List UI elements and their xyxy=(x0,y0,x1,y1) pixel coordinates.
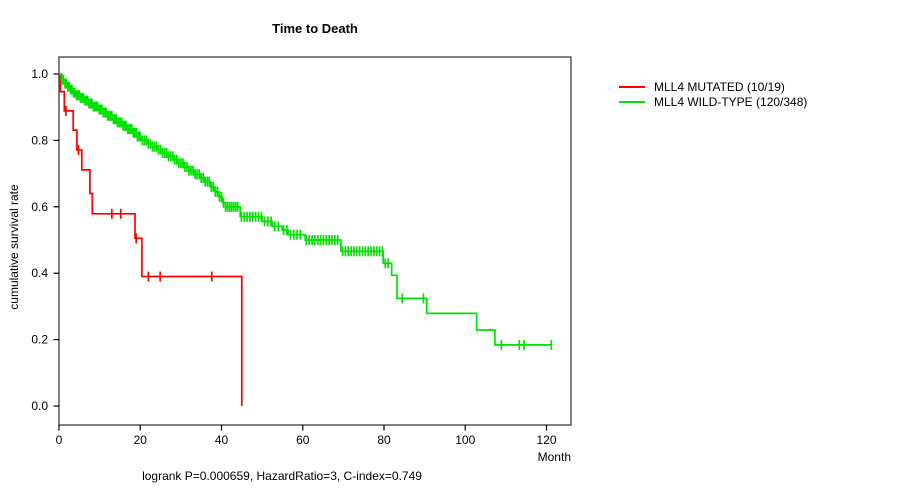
y-axis-tick-label: 0.2 xyxy=(31,333,48,347)
y-axis-tick-label: 1.0 xyxy=(31,67,48,81)
y-axis-tick-label: 0.4 xyxy=(31,266,48,280)
km-curve-mutated xyxy=(59,73,243,406)
legend-item-wildtype: MLL4 WILD-TYPE (120/348) xyxy=(619,94,807,109)
y-axis-tick-label: 0.0 xyxy=(31,399,48,413)
x-axis-tick-label: 0 xyxy=(56,433,63,447)
legend-line-swatch-green xyxy=(619,100,645,103)
y-axis-tick-label: 0.6 xyxy=(31,200,48,214)
x-axis-tick-label: 60 xyxy=(296,433,310,447)
x-axis-tick-label: 80 xyxy=(377,433,391,447)
y-axis-label: cumulative survival rate xyxy=(7,184,21,310)
x-axis-tick-label: 20 xyxy=(134,433,148,447)
legend: MLL4 MUTATED (10/19) MLL4 WILD-TYPE (120… xyxy=(619,79,807,109)
legend-line-swatch-red xyxy=(619,85,645,88)
x-axis-tick-label: 100 xyxy=(455,433,475,447)
legend-label-wildtype: MLL4 WILD-TYPE (120/348) xyxy=(654,94,808,109)
x-axis-tick-label: 120 xyxy=(536,433,556,447)
statistics-annotation: logrank P=0.000659, HazardRatio=3, C-ind… xyxy=(142,469,422,483)
y-axis-tick-label: 0.8 xyxy=(31,133,48,147)
km-curve-wildtype xyxy=(59,73,552,346)
legend-label-mutated: MLL4 MUTATED (10/19) xyxy=(654,79,785,94)
plot-box xyxy=(58,56,572,426)
legend-item-mutated: MLL4 MUTATED (10/19) xyxy=(619,79,807,94)
x-axis-label: Month xyxy=(537,450,571,464)
x-axis-tick-label: 40 xyxy=(215,433,229,447)
plot-title: Time to Death xyxy=(272,21,358,36)
